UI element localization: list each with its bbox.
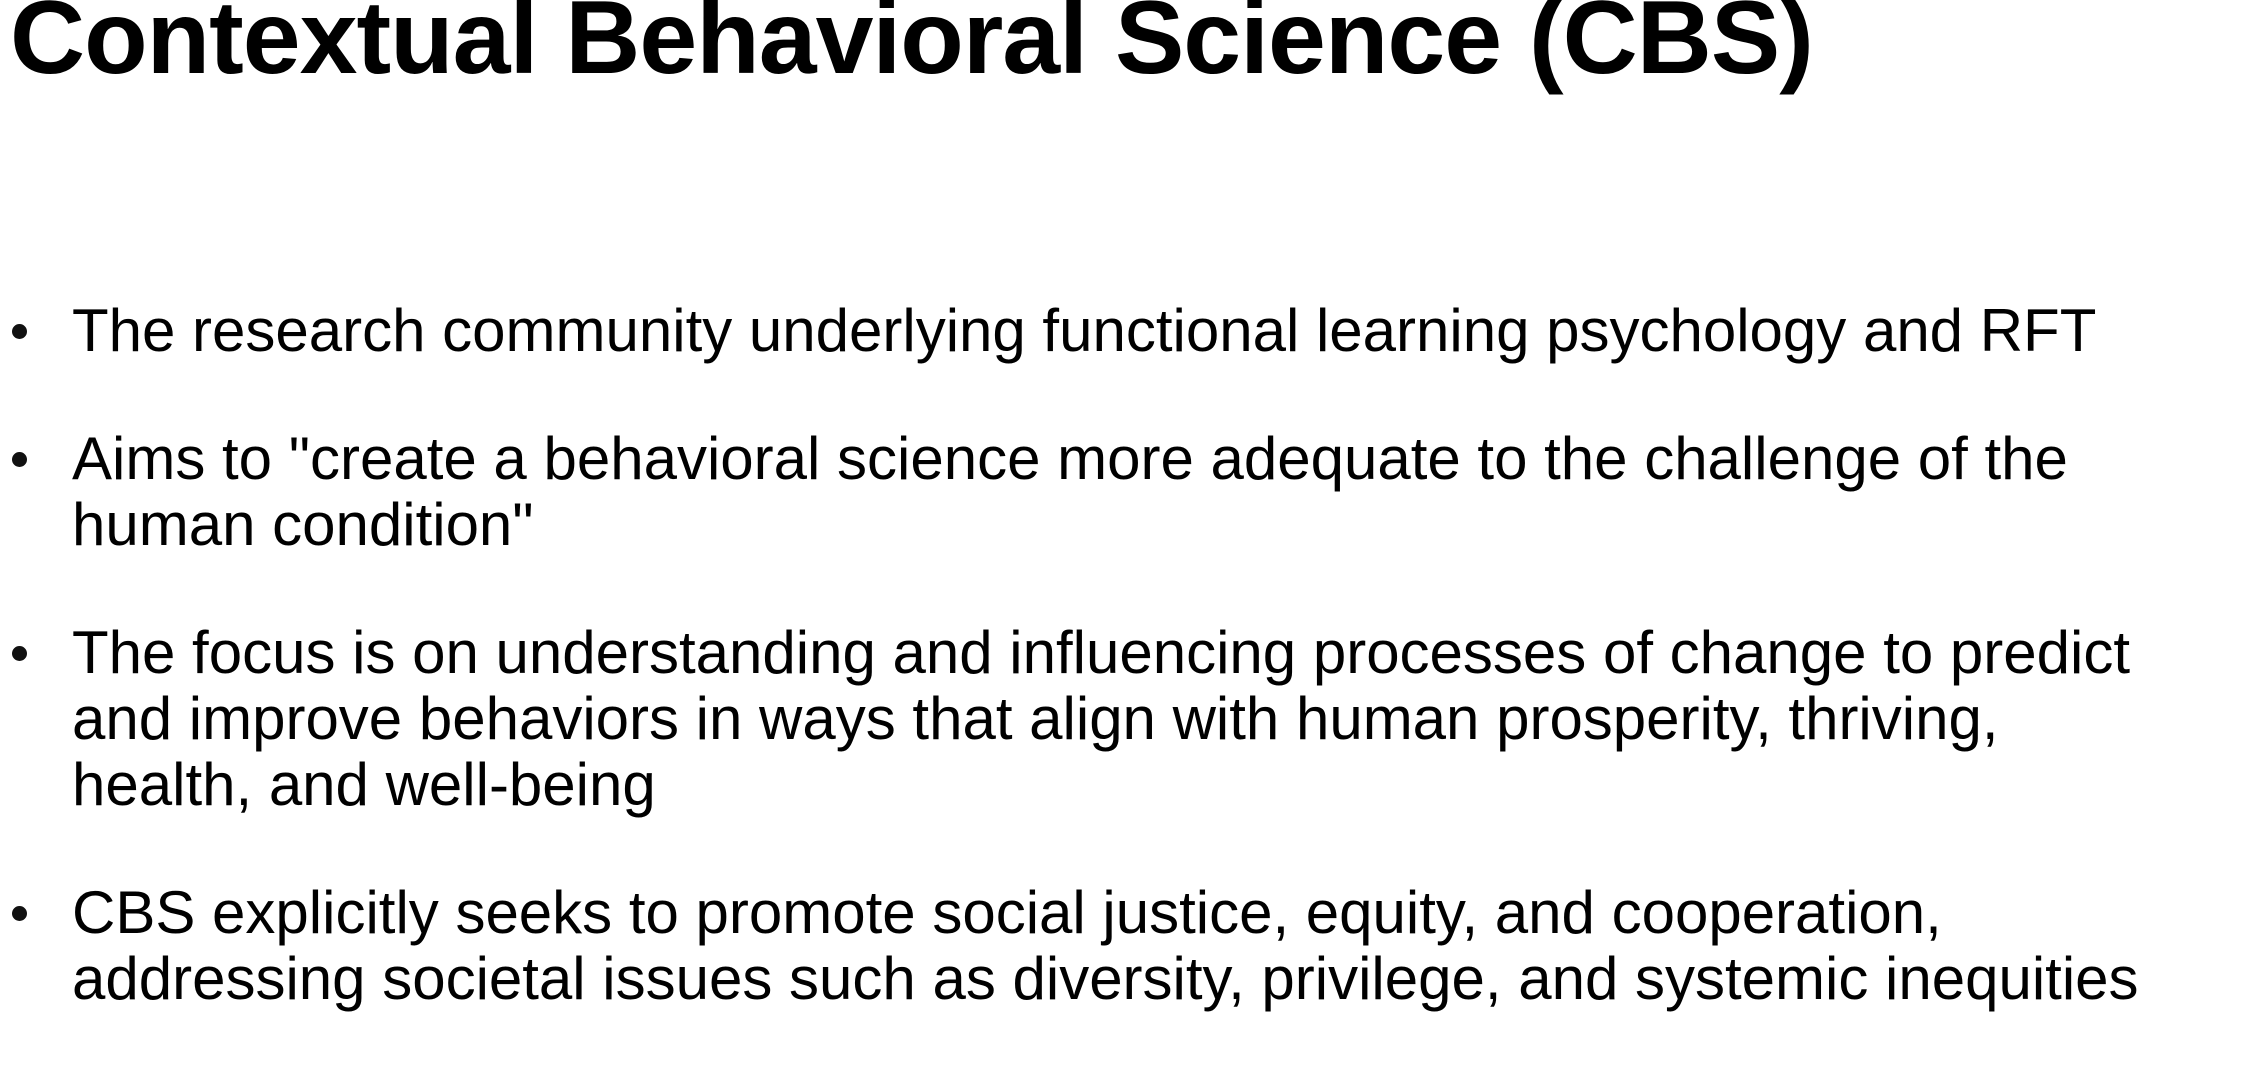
bullet-text-line: CBS explicitly seeks to promote social j… [72,879,1942,946]
bullet-text-line: human condition" [72,491,534,558]
slide: Contextual Behavioral Science (CBS) The … [10,0,2139,1012]
bullet-item: CBS explicitly seeks to promote social j… [0,880,2257,1012]
bullet-dot-icon [12,324,27,339]
bullet-text-line: addressing societal issues such as diver… [72,945,2139,1012]
bullet-dot-icon [12,452,27,467]
bullet-dot-icon [12,646,27,661]
bullet-list: The research community underlying functi… [0,298,2257,1074]
bullet-text-line: The research community underlying functi… [72,297,2097,364]
bullet-text-line: and improve behaviors in ways that align… [72,685,1999,752]
slide-title: Contextual Behavioral Science (CBS) [10,0,1814,96]
bullet-item: The research community underlying functi… [0,298,2257,364]
bullet-item: The focus is on understanding and influe… [0,620,2257,818]
bullet-dot-icon [12,906,27,921]
bullet-text-line: The focus is on understanding and influe… [72,619,2130,686]
bullet-item: Aims to "create a behavioral science mor… [0,426,2257,558]
bullet-text-line: health, and well-being [72,751,656,818]
bullet-text-line: Aims to "create a behavioral science mor… [72,425,2068,492]
